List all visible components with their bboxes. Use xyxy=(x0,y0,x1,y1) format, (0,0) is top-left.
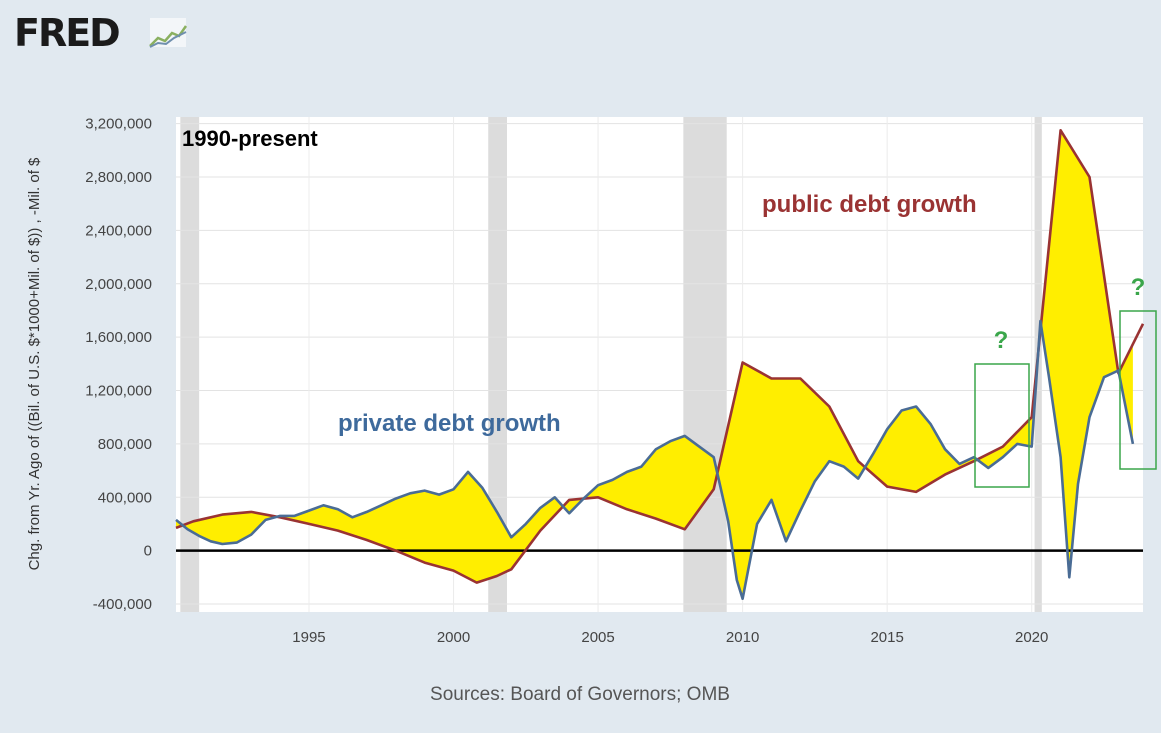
x-tick-label: 2005 xyxy=(581,629,614,646)
question-box-1 xyxy=(974,363,1030,488)
x-tick-label: 1995 xyxy=(292,629,325,646)
question-mark-1: ? xyxy=(994,327,1009,354)
recession-band xyxy=(683,117,727,612)
private-debt-label: private debt growth xyxy=(338,410,561,437)
fred-logo-text: FRED xyxy=(14,11,119,55)
x-tick-label: 2015 xyxy=(870,629,903,646)
question-box-2 xyxy=(1119,310,1157,470)
recession-band xyxy=(488,117,508,612)
question-mark-2: ? xyxy=(1131,274,1146,301)
recession-band xyxy=(180,117,200,612)
y-tick-label: 1,200,000 xyxy=(85,383,152,400)
gap-fill-area xyxy=(176,130,1133,599)
source-caption: Sources: Board of Governors; OMB xyxy=(430,684,730,705)
x-tick-label: 2000 xyxy=(437,629,470,646)
y-axis-tick-labels: -400,000 0 400,000 800,000 1,200,000 1,600,00… xyxy=(85,116,152,613)
y-tick-label: 0 xyxy=(144,543,152,560)
x-axis-tick-labels: 1995 2000 2005 2010 2015 2020 xyxy=(292,629,1048,646)
fred-logo-chart-icon xyxy=(149,18,188,48)
period-label: 1990-present xyxy=(182,126,318,151)
y-tick-label: 2,400,000 xyxy=(85,222,152,239)
private-debt-line xyxy=(175,319,1135,601)
y-tick-label: 2,000,000 xyxy=(85,276,152,293)
y-tick-label: -400,000 xyxy=(93,596,152,613)
y-tick-label: 1,600,000 xyxy=(85,329,152,346)
series-lines xyxy=(175,129,1145,601)
public-debt-label: public debt growth xyxy=(762,191,977,218)
x-tick-label: 2010 xyxy=(726,629,759,646)
gridlines xyxy=(176,117,1143,612)
gap-fill xyxy=(176,130,1133,599)
y-axis-label: Chg. from Yr. Ago of ((Bil. of U.S. $*10… xyxy=(26,157,43,570)
y-tick-label: 3,200,000 xyxy=(85,116,152,133)
x-tick-label: 2020 xyxy=(1015,629,1048,646)
y-tick-label: 800,000 xyxy=(98,436,152,453)
public-debt-line xyxy=(175,129,1145,584)
fred-logo: FRED xyxy=(14,11,188,55)
y-tick-label: 400,000 xyxy=(98,489,152,506)
y-tick-label: 2,800,000 xyxy=(85,169,152,186)
